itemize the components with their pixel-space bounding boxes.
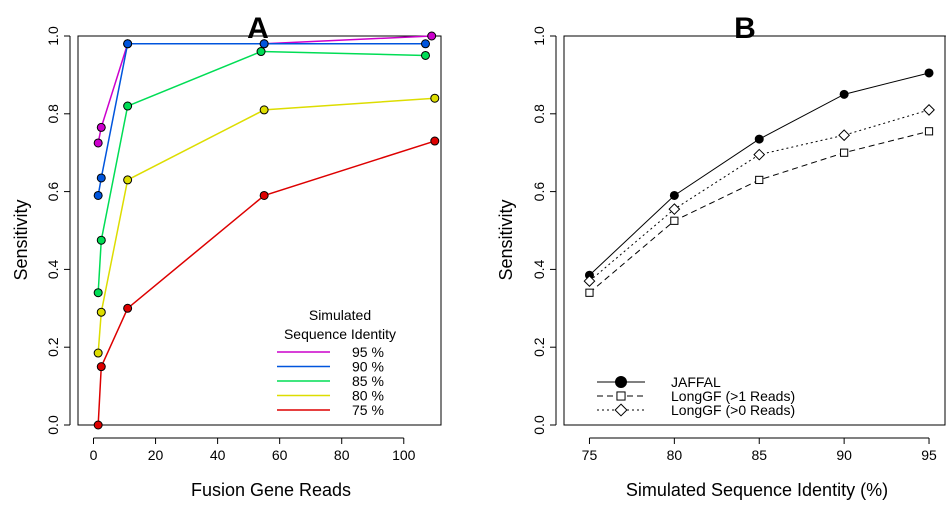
data-point — [420, 39, 430, 49]
data-point — [259, 39, 269, 49]
data-point — [427, 31, 437, 41]
data-point — [923, 104, 935, 116]
panel-b-x-label: Simulated Sequence Identity (%) — [626, 480, 888, 500]
y-tick-label: 0.0 — [45, 415, 61, 435]
legend-label: 75 % — [352, 402, 384, 418]
panel-a-y-label: Sensitivity — [11, 199, 31, 280]
data-point — [669, 190, 679, 200]
data-point — [585, 288, 594, 297]
panel-b-x-axis: 75 80 85 90 95 — [582, 437, 937, 463]
data-point — [839, 89, 849, 99]
data-point — [755, 175, 764, 185]
panel-a-plot-frame — [77, 35, 442, 426]
y-tick-label: 0.2 — [45, 337, 61, 357]
data-point — [123, 175, 133, 185]
y-tick-label: 0.4 — [45, 259, 61, 279]
data-point — [123, 101, 133, 111]
data-point — [753, 148, 766, 161]
data-point — [96, 122, 106, 132]
panel-a: A 0 20 40 60 80 100 0.0 0.2 0.4 0.6 0.8 1.0 Fusion… — [11, 12, 442, 500]
panel-b-title: B — [734, 12, 756, 45]
data-point — [616, 391, 626, 401]
x-tick-label: 75 — [582, 447, 598, 463]
x-tick-label: 85 — [751, 447, 767, 463]
panel-a-x-axis: 0 20 40 60 80 100 — [90, 437, 416, 463]
x-tick-label: 90 — [836, 447, 852, 463]
panel-b-series — [583, 68, 935, 297]
data-point — [93, 138, 103, 148]
data-point — [420, 50, 430, 60]
data-point — [96, 235, 106, 245]
x-tick-label: 40 — [210, 447, 226, 463]
data-point — [123, 303, 133, 313]
y-tick-label: 1.0 — [45, 26, 61, 46]
x-tick-label: 80 — [667, 447, 683, 463]
data-point — [259, 190, 269, 200]
panel-b-y-axis: 0.0 0.2 0.4 0.6 0.8 1.0 — [531, 26, 557, 435]
y-tick-label: 0.6 — [45, 182, 61, 202]
y-tick-label: 0.2 — [531, 337, 547, 357]
x-tick-label: 100 — [392, 447, 416, 463]
data-point — [259, 105, 269, 115]
data-point — [430, 136, 440, 146]
data-point — [256, 47, 266, 57]
x-tick-label: 0 — [90, 447, 98, 463]
data-point — [668, 203, 681, 216]
x-tick-label: 80 — [334, 447, 350, 463]
legend-label: 85 % — [352, 373, 384, 389]
y-tick-label: 0.8 — [531, 104, 547, 124]
data-point — [430, 93, 440, 103]
panel-b-plot-frame — [563, 35, 946, 426]
legend-label: 80 % — [352, 388, 384, 404]
panel-b: B 75 80 85 90 95 0.0 0.2 0.4 0.6 0.8 1.0 Simulate… — [496, 12, 946, 500]
x-tick-label: 95 — [921, 447, 937, 463]
legend-label: LongGF (>1 Reads) — [671, 388, 795, 404]
data-point — [924, 127, 934, 136]
x-tick-label: 20 — [148, 447, 164, 463]
y-tick-label: 0.4 — [531, 259, 547, 279]
data-point — [583, 275, 596, 287]
panel-b-y-label: Sensitivity — [496, 199, 516, 280]
data-point — [96, 362, 106, 372]
y-tick-label: 0.6 — [531, 182, 547, 202]
y-tick-label: 0.0 — [531, 415, 547, 435]
data-point — [123, 39, 133, 49]
panel-a-legend-title-line2: Sequence Identity — [284, 326, 396, 342]
legend-label: 95 % — [352, 344, 384, 360]
data-point — [670, 216, 679, 225]
data-point — [93, 420, 103, 430]
panel-a-legend: Simulated Sequence Identity 95 %90 %85 %… — [277, 307, 396, 418]
data-point — [96, 173, 106, 183]
data-point — [840, 148, 849, 157]
data-point — [838, 129, 851, 142]
data-point — [924, 68, 934, 78]
y-tick-label: 0.8 — [45, 104, 61, 124]
x-tick-label: 60 — [272, 447, 288, 463]
panel-a-y-axis: 0.0 0.2 0.4 0.6 0.8 1.0 — [45, 26, 71, 435]
legend-label: 90 % — [352, 359, 384, 375]
panel-a-title: A — [247, 12, 269, 45]
data-point — [93, 348, 103, 358]
panel-a-series — [93, 31, 440, 430]
data-point — [93, 190, 103, 200]
panel-a-x-label: Fusion Gene Reads — [191, 480, 351, 500]
legend-label: LongGF (>0 Reads) — [671, 402, 795, 418]
legend-label: JAFFAL — [671, 374, 721, 390]
data-point — [96, 307, 106, 317]
panel-a-legend-title-line1: Simulated — [309, 307, 371, 323]
data-point — [93, 288, 103, 298]
data-point — [754, 134, 764, 144]
data-point — [614, 403, 628, 417]
y-tick-label: 1.0 — [531, 26, 547, 46]
data-point — [615, 376, 627, 388]
